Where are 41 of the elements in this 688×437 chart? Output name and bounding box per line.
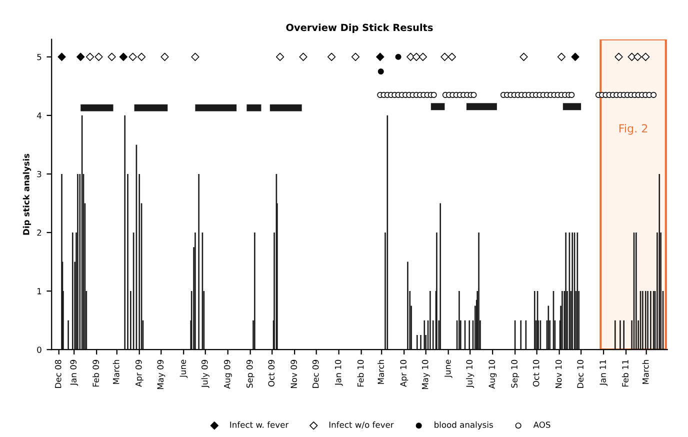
y-tick-label: 3	[37, 170, 42, 178]
x-tick-label: Dec 08	[54, 360, 62, 388]
x-tick-label: Aug 10	[488, 360, 497, 389]
x-tick-label: Oct 10	[532, 360, 540, 387]
x-tick-label: June	[180, 360, 188, 378]
x-tick-label: Aug 09	[224, 360, 232, 389]
x-tick-label: Sep 10	[511, 360, 520, 388]
chart-title: Overview Dip Stick Results	[286, 24, 433, 34]
x-tick-label: Dec 09	[312, 360, 319, 388]
x-tick-label: Sep 09	[246, 360, 254, 388]
legend-label: blood analysis	[434, 421, 493, 430]
y-tick-label: 0	[37, 346, 42, 353]
x-tick-label: March	[378, 360, 384, 384]
x-tick-label: Jan 11	[600, 360, 608, 386]
x-tick-label: Apr 10	[400, 360, 408, 387]
legend-label: Infect w. fever	[230, 421, 289, 428]
band-label: Fig. 2	[619, 124, 648, 135]
x-tick-label: May 10	[422, 360, 430, 389]
legend-label: Infect w/o fever	[329, 421, 394, 429]
y-tick-label: 4	[36, 112, 42, 119]
x-tick-label: July 09	[201, 360, 210, 388]
x-tick-label: March	[112, 360, 120, 384]
x-tick-label: June	[444, 360, 452, 378]
legend-label: AOS	[533, 422, 550, 428]
y-tick-label: 5	[37, 54, 42, 60]
x-tick-label: Nov 10	[555, 360, 562, 388]
x-tick-label: Jan 09	[70, 360, 78, 386]
x-tick-label: March	[642, 360, 649, 384]
x-tick-label: Feb 10	[357, 360, 364, 387]
x-tick-label: Dec 10	[577, 360, 584, 388]
x-tick-label: Oct 09	[268, 360, 274, 387]
y-axis-title: Dip stick analysis	[22, 154, 32, 235]
y-tick-label: 1	[37, 288, 42, 294]
x-tick-label: May 09	[157, 360, 166, 389]
y-tick-label: 2	[37, 230, 42, 236]
x-tick-label: Apr 09	[135, 360, 144, 387]
x-tick-label: Feb 09	[92, 360, 99, 387]
x-tick-label: July 10	[466, 360, 474, 388]
x-tick-label: Nov 09	[290, 360, 297, 388]
x-tick-label: Feb 11	[622, 360, 628, 387]
x-tick-label: Jan 10	[334, 360, 343, 386]
